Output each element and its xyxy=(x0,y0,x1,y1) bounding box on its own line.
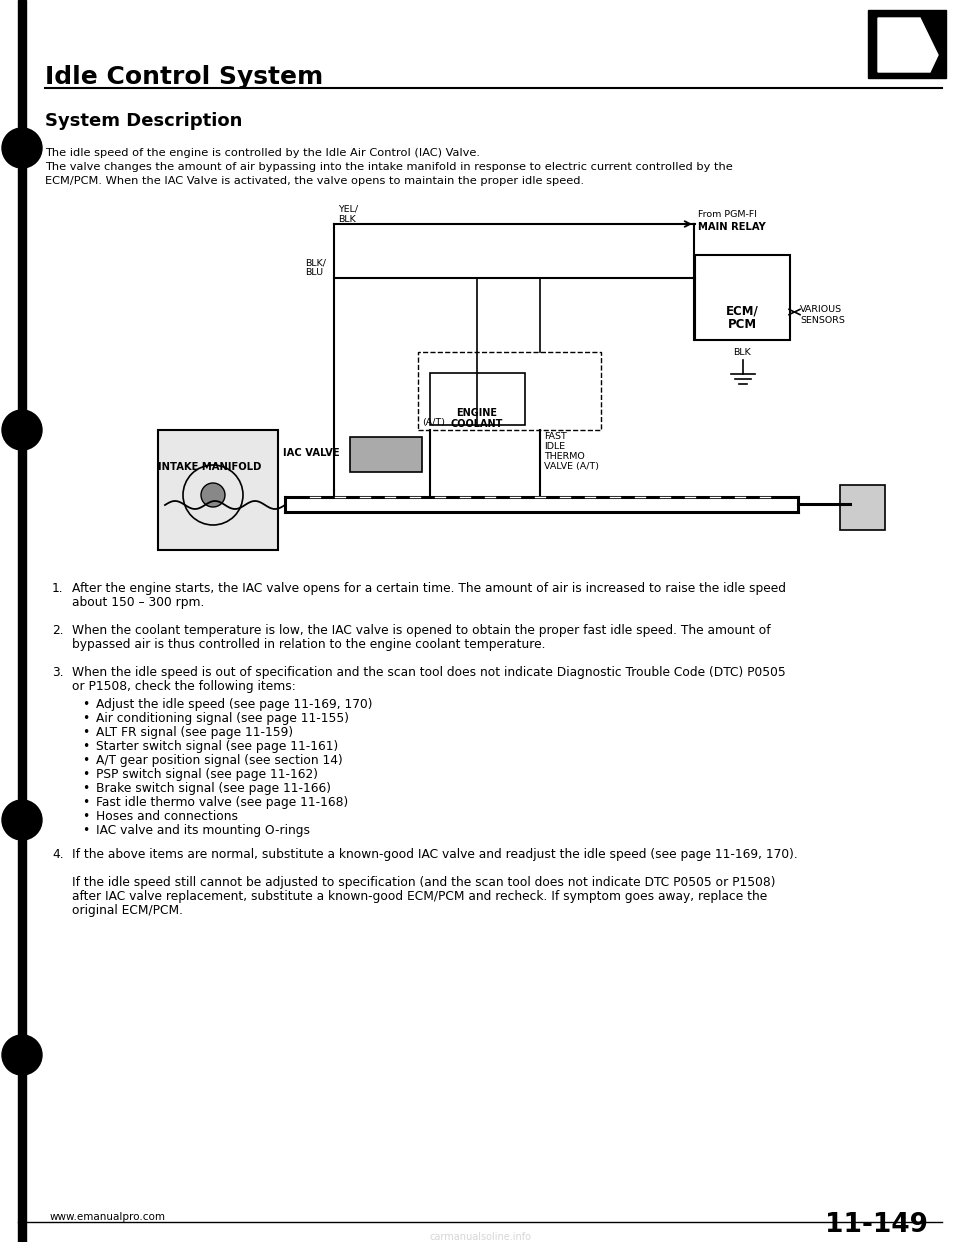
Text: ENGINE: ENGINE xyxy=(457,409,497,419)
Text: After the engine starts, the IAC valve opens for a certain time. The amount of a: After the engine starts, the IAC valve o… xyxy=(72,582,786,595)
Text: after IAC valve replacement, substitute a known-good ECM/PCM and recheck. If sym: after IAC valve replacement, substitute … xyxy=(72,891,767,903)
Text: •: • xyxy=(82,712,89,725)
Text: Hoses and connections: Hoses and connections xyxy=(96,810,238,823)
Text: Idle Control System: Idle Control System xyxy=(45,65,324,89)
Text: ECM/: ECM/ xyxy=(726,306,758,318)
Text: IAC valve and its mounting O-rings: IAC valve and its mounting O-rings xyxy=(96,823,310,837)
Text: BLK: BLK xyxy=(733,348,752,356)
Bar xyxy=(350,437,422,472)
Text: BLU: BLU xyxy=(305,268,324,277)
Text: MAIN RELAY: MAIN RELAY xyxy=(698,222,766,232)
Text: PSP switch signal (see page 11-162): PSP switch signal (see page 11-162) xyxy=(96,768,318,781)
Text: 2.: 2. xyxy=(52,623,63,637)
Text: •: • xyxy=(82,740,89,753)
Text: A/T gear position signal (see section 14): A/T gear position signal (see section 14… xyxy=(96,754,343,768)
Circle shape xyxy=(2,800,42,840)
Bar xyxy=(158,430,278,550)
Text: INTAKE MANIFOLD: INTAKE MANIFOLD xyxy=(158,462,261,472)
Text: If the idle speed still cannot be adjusted to specification (and the scan tool d: If the idle speed still cannot be adjust… xyxy=(72,876,776,889)
Text: System Description: System Description xyxy=(45,112,242,130)
Text: THERMO: THERMO xyxy=(544,452,585,461)
Text: 3.: 3. xyxy=(52,666,63,679)
Text: If the above items are normal, substitute a known-good IAC valve and readjust th: If the above items are normal, substitut… xyxy=(72,848,798,861)
Text: When the coolant temperature is low, the IAC valve is opened to obtain the prope: When the coolant temperature is low, the… xyxy=(72,623,771,637)
Text: BLK/: BLK/ xyxy=(305,258,326,267)
Text: ECM/PCM. When the IAC Valve is activated, the valve opens to maintain the proper: ECM/PCM. When the IAC Valve is activated… xyxy=(45,176,584,186)
Bar xyxy=(418,351,601,430)
Text: IDLE: IDLE xyxy=(544,442,565,451)
Text: Adjust the idle speed (see page 11-169, 170): Adjust the idle speed (see page 11-169, … xyxy=(96,698,372,710)
Text: (A/T): (A/T) xyxy=(422,419,445,427)
Text: VARIOUS: VARIOUS xyxy=(800,306,842,314)
Text: •: • xyxy=(82,727,89,739)
Bar xyxy=(430,373,525,425)
Bar xyxy=(840,484,885,530)
Text: Starter switch signal (see page 11-161): Starter switch signal (see page 11-161) xyxy=(96,740,338,753)
Text: carmanualsoline.info: carmanualsoline.info xyxy=(429,1232,531,1242)
Text: YEL/: YEL/ xyxy=(338,205,358,214)
Text: •: • xyxy=(82,823,89,837)
Text: •: • xyxy=(82,810,89,823)
Text: When the idle speed is out of specification and the scan tool does not indicate : When the idle speed is out of specificat… xyxy=(72,666,785,679)
Text: •: • xyxy=(82,754,89,768)
Text: ALT FR signal (see page 11-159): ALT FR signal (see page 11-159) xyxy=(96,727,293,739)
Text: Brake switch signal (see page 11-166): Brake switch signal (see page 11-166) xyxy=(96,782,331,795)
Text: PCM: PCM xyxy=(728,318,757,332)
Text: BLK: BLK xyxy=(338,215,356,224)
Text: 1.: 1. xyxy=(52,582,63,595)
Polygon shape xyxy=(878,17,938,72)
Text: about 150 – 300 rpm.: about 150 – 300 rpm. xyxy=(72,596,204,609)
Text: Air conditioning signal (see page 11-155): Air conditioning signal (see page 11-155… xyxy=(96,712,349,725)
Text: VALVE (A/T): VALVE (A/T) xyxy=(544,462,599,471)
Text: FAST: FAST xyxy=(544,432,566,441)
Text: COOLANT: COOLANT xyxy=(451,419,503,428)
Circle shape xyxy=(201,483,225,507)
Text: 4.: 4. xyxy=(52,848,63,861)
Text: Fast idle thermo valve (see page 11-168): Fast idle thermo valve (see page 11-168) xyxy=(96,796,348,809)
Text: •: • xyxy=(82,698,89,710)
Text: bypassed air is thus controlled in relation to the engine coolant temperature.: bypassed air is thus controlled in relat… xyxy=(72,638,545,651)
Text: IAC VALVE: IAC VALVE xyxy=(283,448,340,458)
Bar xyxy=(18,0,26,1242)
Text: •: • xyxy=(82,768,89,781)
Circle shape xyxy=(2,410,42,450)
Text: original ECM/PCM.: original ECM/PCM. xyxy=(72,904,183,917)
Text: The idle speed of the engine is controlled by the Idle Air Control (IAC) Valve.: The idle speed of the engine is controll… xyxy=(45,148,480,158)
Text: •: • xyxy=(82,796,89,809)
Text: www.emanualpro.com: www.emanualpro.com xyxy=(50,1212,166,1222)
Text: SENSORS: SENSORS xyxy=(800,315,845,325)
Circle shape xyxy=(2,128,42,168)
Text: 11-149: 11-149 xyxy=(825,1212,928,1238)
Text: The valve changes the amount of air bypassing into the intake manifold in respon: The valve changes the amount of air bypa… xyxy=(45,161,732,171)
Text: From PGM-FI: From PGM-FI xyxy=(698,210,757,219)
Text: •: • xyxy=(82,782,89,795)
Text: or P1508, check the following items:: or P1508, check the following items: xyxy=(72,681,296,693)
Bar xyxy=(695,255,790,340)
Bar xyxy=(868,10,946,78)
Circle shape xyxy=(2,1035,42,1076)
